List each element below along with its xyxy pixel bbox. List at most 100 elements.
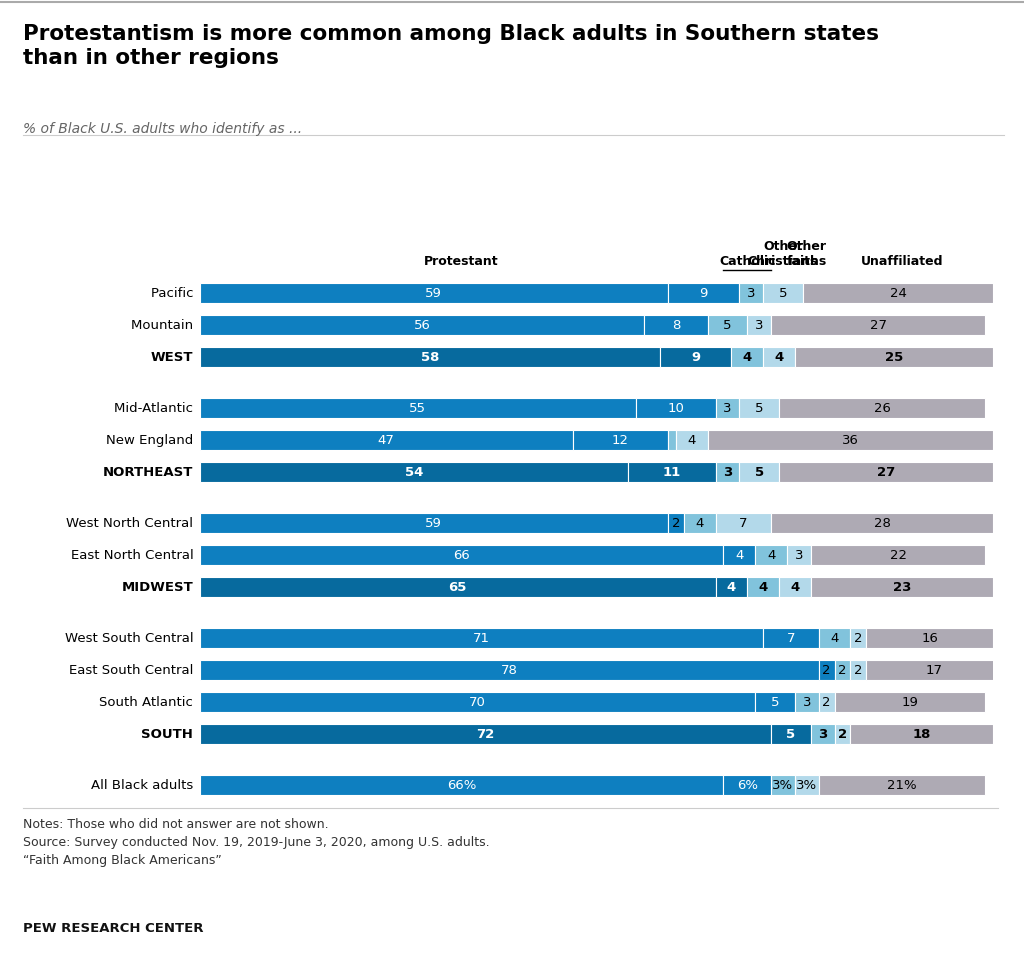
Bar: [739, 398, 779, 418]
Text: All Black adults: All Black adults: [91, 779, 194, 792]
Text: Pacific: Pacific: [134, 287, 194, 300]
Text: 65: 65: [449, 581, 467, 593]
Text: Other
Christians: Other Christians: [748, 240, 818, 268]
Text: Mountain: Mountain: [115, 318, 194, 332]
Bar: [818, 629, 850, 648]
Bar: [200, 661, 818, 680]
Bar: [200, 315, 644, 335]
Text: 3: 3: [803, 696, 811, 709]
Text: 2: 2: [838, 728, 847, 741]
Bar: [716, 463, 739, 482]
Text: 2: 2: [822, 664, 830, 676]
Text: 3: 3: [723, 466, 732, 478]
Bar: [779, 577, 811, 597]
Text: 59: 59: [425, 516, 442, 530]
Bar: [200, 577, 716, 597]
Text: Other
faiths: Other faiths: [786, 240, 827, 268]
Text: 26: 26: [873, 402, 891, 415]
Bar: [668, 283, 739, 303]
Bar: [200, 776, 723, 795]
Text: MIDWEST: MIDWEST: [122, 581, 194, 593]
Bar: [636, 398, 716, 418]
Text: 3: 3: [795, 549, 803, 562]
Text: 27: 27: [877, 466, 895, 478]
Bar: [200, 430, 572, 450]
Text: 18: 18: [912, 728, 931, 741]
Text: 11: 11: [663, 466, 681, 478]
Text: 59: 59: [425, 287, 442, 300]
Text: Unaffiliated: Unaffiliated: [861, 256, 943, 268]
Text: 71: 71: [473, 631, 489, 645]
Text: 2: 2: [822, 696, 830, 709]
Text: East North Central: East North Central: [53, 549, 194, 562]
Bar: [835, 724, 850, 744]
Bar: [739, 283, 763, 303]
Bar: [200, 513, 668, 533]
Text: 5: 5: [786, 728, 796, 741]
Text: Notes: Those who did not answer are not shown.
Source: Survey conducted Nov. 19,: Notes: Those who did not answer are not …: [23, 818, 489, 867]
Text: 22: 22: [890, 549, 906, 562]
Bar: [779, 463, 993, 482]
Text: 66%: 66%: [446, 779, 476, 792]
Bar: [200, 463, 628, 482]
Text: 4: 4: [742, 350, 752, 363]
Text: Catholic: Catholic: [719, 256, 775, 268]
Text: 2: 2: [672, 516, 680, 530]
Text: 56: 56: [414, 318, 430, 332]
Text: Protestant: Protestant: [424, 256, 499, 268]
Text: New England: New England: [89, 433, 194, 447]
Text: 3: 3: [755, 318, 764, 332]
Text: 4: 4: [687, 433, 696, 447]
Text: 4: 4: [735, 549, 743, 562]
Bar: [795, 347, 993, 367]
Bar: [795, 692, 818, 712]
Bar: [818, 692, 835, 712]
Text: WEST: WEST: [151, 350, 194, 363]
Text: 78: 78: [501, 664, 517, 676]
Text: 12: 12: [611, 433, 629, 447]
Text: 47: 47: [378, 433, 394, 447]
Bar: [756, 546, 787, 565]
Text: 3: 3: [746, 287, 756, 300]
Bar: [739, 463, 779, 482]
Text: 7: 7: [739, 516, 748, 530]
Text: 17: 17: [926, 664, 942, 676]
Bar: [676, 430, 708, 450]
Text: 6%: 6%: [736, 779, 758, 792]
Bar: [200, 283, 668, 303]
Bar: [771, 315, 985, 335]
Bar: [795, 776, 818, 795]
Text: 16: 16: [922, 631, 938, 645]
Bar: [779, 398, 985, 418]
Bar: [708, 430, 993, 450]
Bar: [684, 513, 716, 533]
Text: 4: 4: [774, 350, 783, 363]
Text: 4: 4: [727, 581, 736, 593]
Bar: [786, 546, 811, 565]
Text: 9: 9: [699, 287, 708, 300]
Bar: [771, 776, 795, 795]
Bar: [716, 398, 739, 418]
Bar: [748, 577, 779, 597]
Bar: [763, 347, 795, 367]
Text: 3: 3: [818, 728, 827, 741]
Bar: [811, 577, 993, 597]
Text: 4: 4: [767, 549, 775, 562]
Text: 66: 66: [454, 549, 470, 562]
Bar: [200, 724, 771, 744]
Bar: [866, 629, 993, 648]
Bar: [200, 347, 659, 367]
Bar: [803, 283, 993, 303]
Text: 5: 5: [723, 318, 732, 332]
Bar: [644, 315, 708, 335]
Bar: [659, 347, 731, 367]
Bar: [850, 724, 993, 744]
Text: 28: 28: [873, 516, 891, 530]
Text: 3%: 3%: [772, 779, 794, 792]
Text: 2: 2: [854, 631, 862, 645]
Text: 4: 4: [695, 516, 703, 530]
Bar: [200, 692, 756, 712]
Bar: [628, 463, 716, 482]
Text: 55: 55: [410, 402, 426, 415]
Bar: [756, 692, 795, 712]
